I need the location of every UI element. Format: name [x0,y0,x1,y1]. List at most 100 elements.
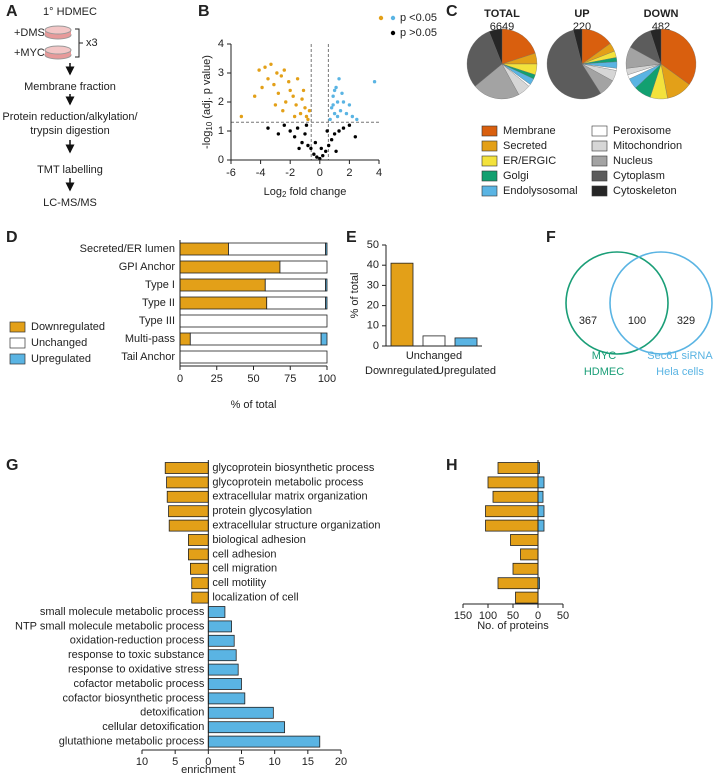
point [291,94,295,98]
bar [487,476,539,489]
x-tick-label: 50 [507,610,519,622]
point [282,123,286,127]
point [332,111,337,116]
bar [515,591,539,604]
legend-label: Upregulated [31,353,91,365]
bar [537,476,545,489]
venn-count: 367 [579,315,597,327]
dish [44,45,72,60]
bar-segment [325,296,328,310]
y-tick-label: Tail Anchor [121,351,175,363]
bar-label: glycoprotein biosynthetic process [212,462,375,474]
venn-count: 100 [628,315,646,327]
legend-swatch [9,353,26,365]
point [355,117,359,122]
y-tick-label: 2 [218,96,224,108]
point [341,126,346,130]
bar [492,490,539,503]
point [303,106,307,110]
y-tick-label: 1 [218,125,224,137]
bar-segment [325,242,328,256]
bar [166,490,209,503]
bar [207,634,235,647]
point [300,140,304,145]
bar-label: glycoprotein metabolic process [212,476,364,488]
legend-marker [378,15,384,21]
legend-swatch [591,140,608,152]
x-tick-label: 100 [479,610,497,622]
legend-label: Peroxisome [613,125,671,137]
legend-label: Golgi [503,170,529,182]
point [297,146,301,151]
bar-label: cell adhesion [212,548,276,560]
point [309,146,313,151]
workflow: 1° HDMEC +DMSO +MYC x3 Membrane fraction… [2,6,138,209]
x-tick-label: Unchanged [406,350,462,362]
legend-label: p >0.05 [400,27,437,39]
bar-label: extracellular matrix organization [212,491,367,503]
bar-label: cofactor biosynthetic process [62,692,204,704]
step: 1° HDMEC [43,6,97,18]
y-tick-label: 0 [373,340,379,352]
bar [168,505,209,518]
point [292,135,297,139]
bar-segment [279,260,328,274]
dish [44,25,72,40]
y-tick-label: Type II [142,297,175,309]
legend-label: Nucleus [613,155,653,167]
point [304,114,309,119]
y-tick-label: 50 [367,239,379,251]
venn-label: MYC [592,350,617,362]
bar-label: localization of cell [212,592,298,604]
point [344,111,349,116]
point [275,71,279,75]
bar [497,462,539,474]
y-tick-label: Multi-pass [125,333,176,345]
legend-label: Downregulated [31,321,105,333]
legend-marker [390,30,396,36]
y-tick-label: 20 [367,300,379,312]
step: TMT labelling [37,164,103,176]
point [329,106,334,110]
pie-title: DOWN [644,8,679,20]
point [334,85,338,90]
legend-swatch [591,125,608,137]
x-tick-label: -6 [226,167,236,179]
y-tick-label: 0 [218,154,224,166]
venn-count: 329 [677,315,695,327]
bar-segment [264,278,326,292]
legend-marker [390,15,396,21]
bar [168,519,209,532]
legend-label: Cytoplasm [613,170,665,182]
point [252,94,257,98]
venn-label: HDMEC [584,366,624,378]
x-tick-label: 50 [247,373,259,385]
bar [520,548,539,561]
bar-segment [179,260,281,274]
bar [512,562,539,575]
x-tick-label: 0 [205,756,211,768]
x-tick-label: 0 [317,167,323,179]
bar [537,490,544,503]
point [332,132,337,136]
point [288,88,292,93]
point [331,94,335,98]
point [266,77,270,81]
bar [207,649,237,662]
axis-label: % of total [231,399,277,411]
axis-label-part: fold change [286,186,346,198]
bar [497,577,539,590]
point [324,149,328,153]
point [334,149,338,153]
bar [207,735,321,748]
pie-slice [474,63,520,100]
y-tick-label: GPI Anchor [119,261,176,273]
bar-segment [266,296,326,310]
axis-label: No. of proteins [477,620,549,632]
y-tick-label: 10 [367,320,379,332]
axis-label-sub: 2 [282,190,287,199]
point [257,68,261,72]
x-tick-label: 0 [177,373,183,385]
bar [390,262,414,347]
point [292,114,297,119]
